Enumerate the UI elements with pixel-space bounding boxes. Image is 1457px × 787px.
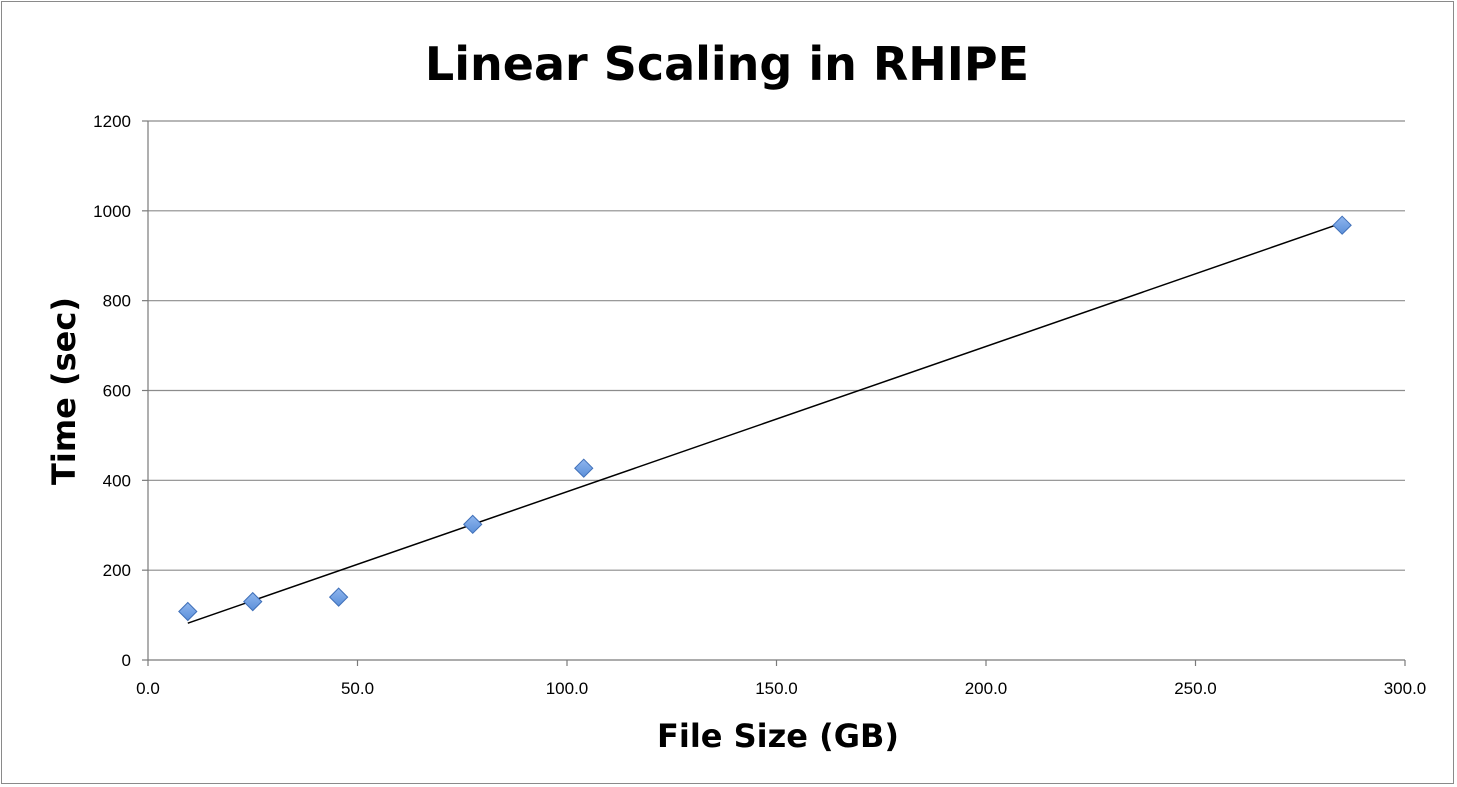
x-tick-label-6: 300.0 — [1384, 679, 1427, 698]
trendline-layer — [187, 222, 1343, 624]
y-tick-label-4: 800 — [103, 292, 131, 311]
data-points — [178, 215, 1352, 622]
y-tick-label-6: 1200 — [93, 112, 131, 131]
x-tick-label-2: 100.0 — [546, 679, 589, 698]
tick-labels: 0 200 400 600 800 1000 1200 0.0 50.0 100.0 150.0 20… — [93, 112, 1426, 698]
gridlines — [148, 120, 1405, 571]
x-tick-label-4: 200.0 — [965, 679, 1008, 698]
x-tick-label-1: 50.0 — [341, 679, 374, 698]
y-tick-label-5: 1000 — [93, 202, 131, 221]
x-axis-title: File Size (GB) — [657, 717, 899, 755]
data-point-0 — [178, 601, 198, 622]
x-tick-label-0: 0.0 — [136, 679, 160, 698]
data-point-1 — [243, 591, 263, 612]
data-point-3 — [463, 514, 483, 535]
x-tick-label-3: 150.0 — [755, 679, 798, 698]
trendline — [187, 222, 1343, 624]
y-axis-title: Time (sec) — [45, 297, 83, 485]
data-point-5 — [1332, 215, 1352, 235]
chart-title: Linear Scaling in RHIPE — [425, 37, 1029, 91]
y-tick-label-1: 200 — [103, 561, 131, 580]
y-tick-label-0: 0 — [122, 651, 131, 670]
data-point-2 — [328, 587, 349, 607]
y-tick-label-3: 600 — [103, 382, 131, 401]
data-point-4 — [574, 458, 594, 478]
y-tick-label-2: 400 — [103, 471, 131, 490]
x-tick-label-5: 250.0 — [1174, 679, 1217, 698]
axes — [142, 120, 1406, 666]
